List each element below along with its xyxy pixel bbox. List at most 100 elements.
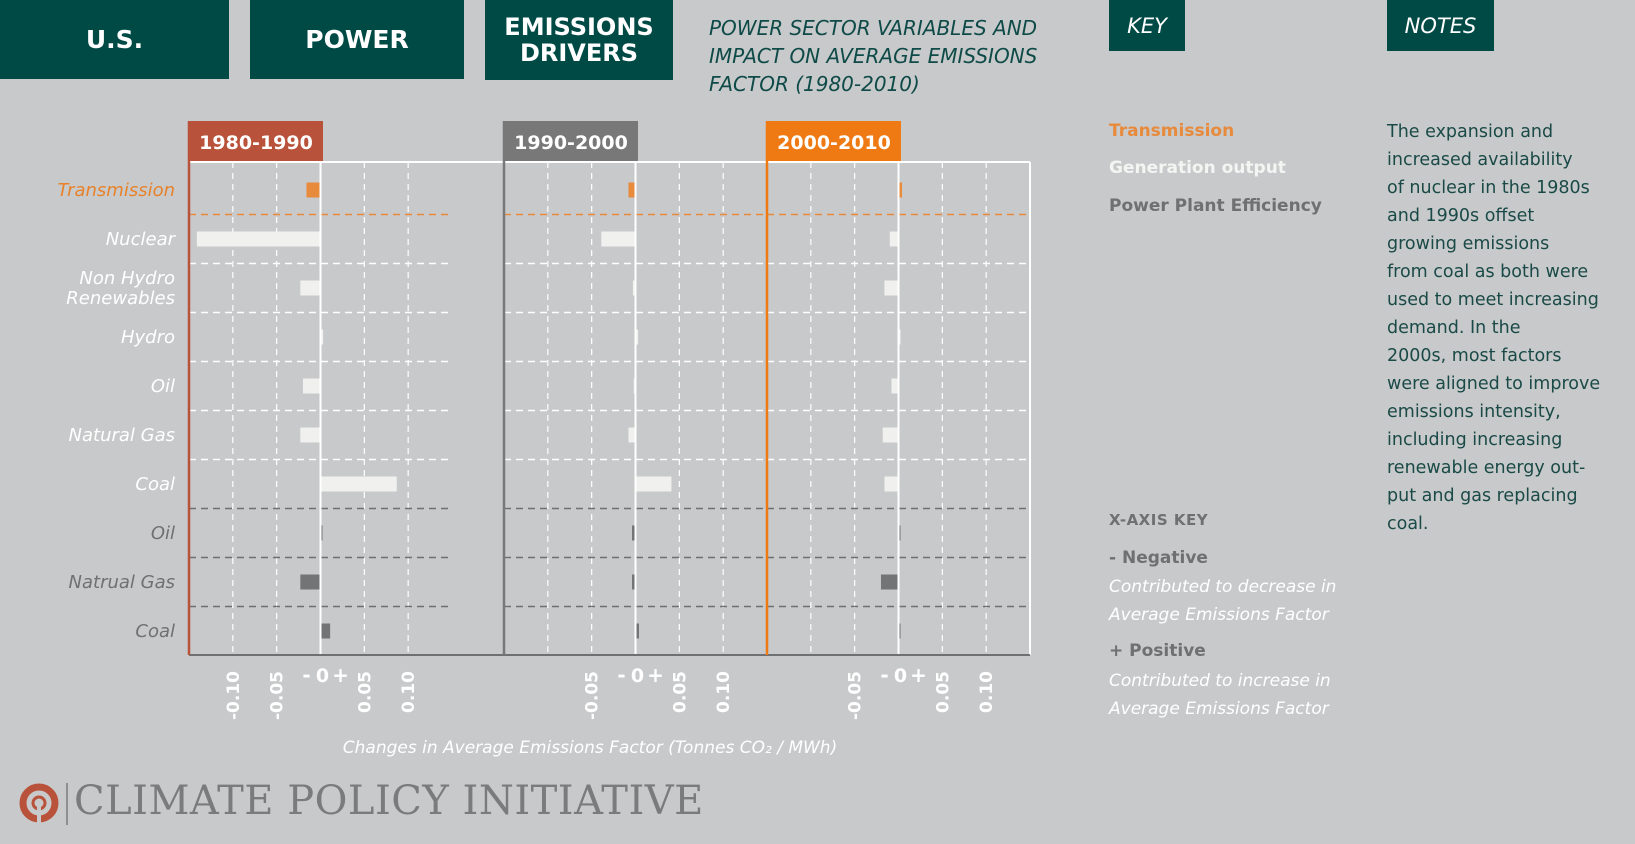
subtitle-line-2: IMPACT ON AVERAGE EMISSIONS: [709, 44, 1038, 68]
notes-line: emissions intensity,: [1387, 402, 1561, 422]
bar-generation: [632, 280, 636, 296]
category-label: Transmission: [57, 180, 175, 201]
notes-line: and 1990s offset: [1387, 206, 1535, 226]
bar-efficiency: [631, 525, 636, 541]
emissions-drivers-chart: 1980-1990-0.10 -0.05 0.05 0.10- 0 +1990-2000-…: [57, 121, 1031, 720]
x-tick-label: 0.10: [977, 671, 997, 713]
x-tick-label: -0.05: [268, 671, 288, 720]
zero-plus-label: +: [910, 663, 927, 687]
legend-generation-output: Generation output: [1109, 158, 1286, 178]
category-label: Hydro: [121, 327, 175, 348]
notes-line: renewable energy out-: [1387, 458, 1586, 478]
category-label: Oil: [151, 523, 175, 544]
cpi-logo-text: CLIMATE POLICY INITIATIVE: [74, 778, 704, 824]
bar-transmission: [628, 182, 636, 198]
panel-label-tab: [767, 121, 901, 162]
x-tick-label: -0.05: [846, 671, 866, 720]
tab-power: POWER: [250, 0, 464, 79]
x-tick-label: 0.05: [670, 671, 690, 713]
bar-generation: [884, 476, 899, 492]
bar-generation: [635, 329, 639, 345]
category-label: Natrual Gas: [69, 572, 175, 593]
zero-plus-label: +: [332, 663, 349, 687]
bar-transmission: [898, 182, 903, 198]
x-tick-label: 0.05: [933, 671, 953, 713]
category-label: Renewables: [66, 288, 175, 309]
tab-emissions-label-1: EMISSIONS: [504, 13, 654, 41]
subtitle-line-1: POWER SECTOR VARIABLES AND: [709, 16, 1038, 40]
bar-generation: [601, 231, 636, 247]
category-label: Non Hydro: [79, 268, 175, 289]
zero-label: 0: [894, 665, 907, 687]
bar-generation: [884, 280, 899, 296]
x-axis-key-positive-desc: Contributed to increase in Average Emiss…: [1109, 667, 1331, 723]
chart-subtitle: POWER SECTOR VARIABLES AND IMPACT ON AVE…: [709, 14, 1079, 98]
category-label: Nuclear: [106, 229, 177, 250]
notes-line: growing emissions: [1387, 234, 1550, 254]
cpi-logo-icon: [19, 783, 68, 825]
positive-desc-line-1: Contributed to increase in: [1109, 671, 1331, 691]
bar-generation: [300, 280, 321, 296]
bar-generation: [320, 476, 397, 492]
x-axis-key-negative: - Negative: [1109, 548, 1208, 568]
x-axis-key-title: X-AXIS KEY: [1109, 511, 1209, 529]
x-tick-label: -0.10: [224, 671, 244, 720]
category-label: Coal: [135, 474, 175, 495]
x-axis-key-negative-desc: Contributed to decrease in Average Emiss…: [1109, 573, 1336, 629]
subtitle-line-3: FACTOR (1980-2010): [709, 72, 920, 96]
bar-generation: [891, 378, 899, 394]
negative-desc-line-1: Contributed to decrease in: [1109, 577, 1337, 597]
bar-generation: [320, 329, 324, 345]
notes-line: from coal as both were: [1387, 262, 1589, 282]
zero-minus-label: -: [617, 663, 625, 687]
tab-power-label: POWER: [305, 25, 409, 54]
panel-label: 1990-2000: [514, 132, 628, 154]
tab-us: U.S.: [0, 0, 229, 79]
notes-line: The expansion and: [1387, 122, 1554, 142]
x-axis-key-positive: + Positive: [1109, 641, 1206, 661]
x-tick-label: -0.05: [583, 671, 603, 720]
panel-label-tab: [504, 121, 638, 162]
legend-power-plant-efficiency: Power Plant Efficiency: [1109, 196, 1322, 216]
bar-transmission: [306, 182, 321, 198]
tab-us-label: U.S.: [85, 25, 144, 54]
positive-desc-line-2: Average Emissions Factor: [1109, 699, 1329, 719]
bar-generation: [196, 231, 321, 247]
panel-label-tab: [189, 121, 323, 162]
tab-emissions-drivers: EMISSIONS DRIVERS: [485, 0, 673, 80]
legend-transmission: Transmission: [1109, 121, 1235, 141]
category-label: Coal: [135, 621, 175, 642]
x-tick-label: 0.10: [714, 671, 734, 713]
category-label: Oil: [151, 376, 175, 397]
panel-label: 2000-2010: [777, 132, 891, 154]
bar-efficiency: [631, 574, 636, 590]
notes-line: of nuclear in the 1980s: [1387, 178, 1590, 198]
bar-generation: [635, 476, 672, 492]
notes-text: The expansion and increased availability…: [1387, 118, 1627, 538]
x-axis-title: Changes in Average Emissions Factor (Ton…: [342, 738, 838, 758]
key-header: KEY: [1109, 0, 1185, 51]
notes-line: put and gas replacing: [1387, 486, 1578, 506]
zero-label: 0: [631, 665, 644, 687]
zero-plus-label: +: [647, 663, 664, 687]
bar-efficiency: [635, 623, 640, 639]
bar-generation: [628, 427, 636, 443]
bar-generation: [889, 231, 899, 247]
x-tick-label: 0.05: [355, 671, 375, 713]
notes-line: were aligned to improve: [1387, 374, 1601, 394]
notes-line: coal.: [1387, 514, 1429, 534]
zero-label: 0: [316, 665, 329, 687]
category-label: Natural Gas: [69, 425, 175, 446]
bar-efficiency: [320, 623, 331, 639]
notes-line: used to meet increasing: [1387, 290, 1599, 310]
bar-efficiency: [880, 574, 899, 590]
notes-line: including increasing: [1387, 430, 1563, 450]
tab-emissions-label-2: DRIVERS: [519, 39, 639, 67]
bar-generation: [302, 378, 321, 394]
notes-header: NOTES: [1387, 0, 1494, 51]
notes-line: 2000s, most factors: [1387, 346, 1562, 366]
zero-minus-label: -: [880, 663, 888, 687]
zero-minus-label: -: [302, 663, 310, 687]
notes-line: increased availability: [1387, 150, 1573, 170]
negative-desc-line-2: Average Emissions Factor: [1109, 605, 1329, 625]
